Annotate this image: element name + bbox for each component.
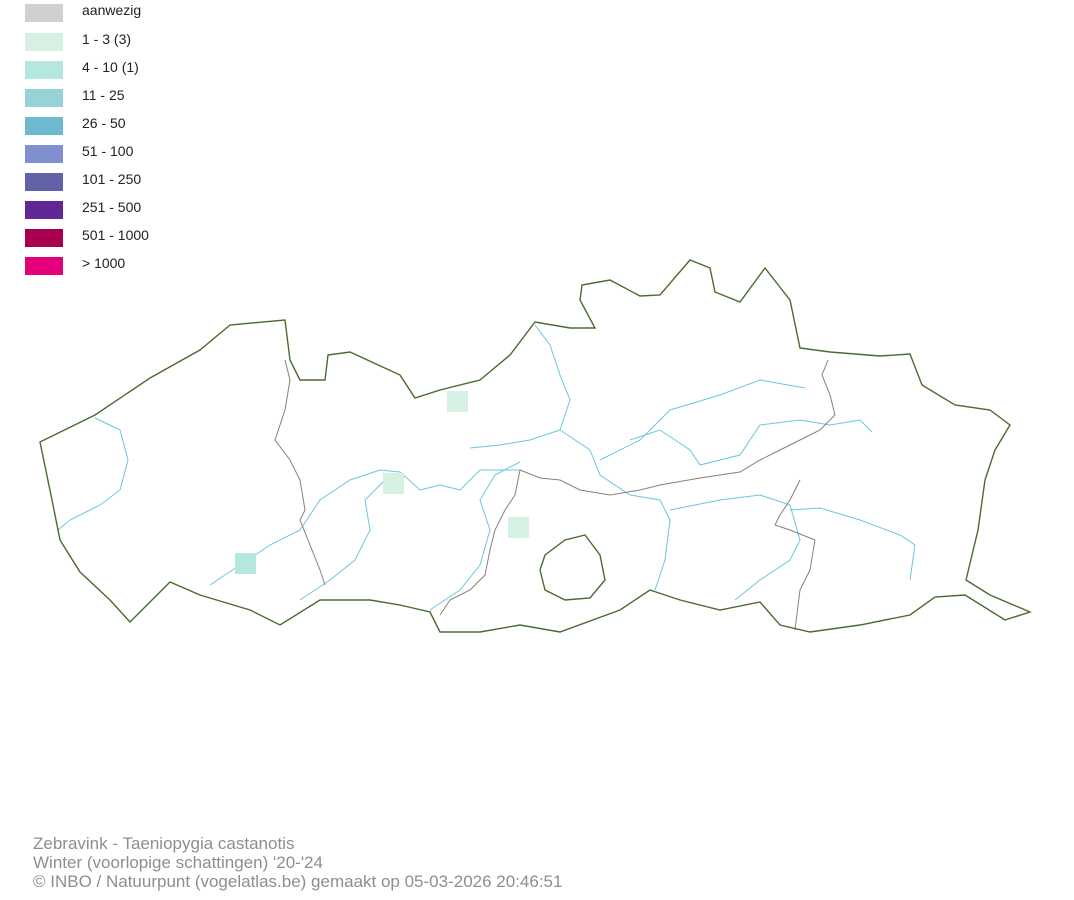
river bbox=[559, 429, 671, 591]
legend-label: 11 - 25 bbox=[82, 87, 125, 103]
flanders-border bbox=[39, 259, 1033, 633]
legend-swatch bbox=[25, 61, 63, 79]
legend-item: 1 - 3 (3) bbox=[25, 29, 225, 51]
observed-cell bbox=[447, 391, 468, 412]
river bbox=[789, 507, 916, 581]
legend-swatch bbox=[25, 173, 63, 191]
legend-swatch bbox=[25, 117, 63, 135]
season-subtitle: Winter (voorlopige schattingen) '20-'24 bbox=[33, 853, 323, 872]
observed-cell bbox=[235, 553, 256, 574]
river bbox=[669, 494, 801, 601]
legend-label: 26 - 50 bbox=[82, 115, 126, 131]
legend-swatch bbox=[25, 201, 63, 219]
observed-cells bbox=[235, 391, 529, 574]
river bbox=[209, 469, 520, 586]
legend-swatch bbox=[25, 257, 63, 275]
legend-label: 4 - 10 (1) bbox=[82, 59, 139, 75]
legend-item: 26 - 50 bbox=[25, 113, 225, 135]
legend-swatch bbox=[25, 89, 63, 107]
legend-item: 4 - 10 (1) bbox=[25, 57, 225, 79]
river bbox=[299, 479, 386, 601]
rivers bbox=[57, 324, 916, 611]
legend-label: > 1000 bbox=[82, 255, 126, 271]
province-border bbox=[774, 479, 816, 631]
legend-item: aanwezig bbox=[25, 0, 225, 22]
legend-item: > 1000 bbox=[25, 253, 225, 275]
legend-item: 51 - 100 bbox=[25, 141, 225, 163]
legend-label: 251 - 500 bbox=[82, 199, 142, 215]
legend-swatch bbox=[25, 33, 63, 51]
legend-item: 101 - 250 bbox=[25, 169, 225, 191]
river bbox=[599, 379, 806, 461]
legend-swatch bbox=[25, 229, 63, 247]
province-border bbox=[274, 359, 326, 586]
legend-item: 11 - 25 bbox=[25, 85, 225, 107]
legend-item: 501 - 1000 bbox=[25, 225, 225, 247]
legend-swatch bbox=[25, 4, 63, 22]
legend-label: 101 - 250 bbox=[82, 171, 142, 187]
legend-label: 501 - 1000 bbox=[82, 227, 149, 243]
river bbox=[629, 419, 873, 466]
river bbox=[469, 324, 571, 449]
legend-label: aanwezig bbox=[82, 2, 142, 18]
observed-cell bbox=[508, 517, 529, 538]
legend-swatch bbox=[25, 145, 63, 163]
river bbox=[429, 461, 521, 611]
footer: Zebravink - Taeniopygia castanotis Winte… bbox=[33, 834, 562, 891]
legend-item: 251 - 500 bbox=[25, 197, 225, 219]
province-border bbox=[439, 469, 521, 616]
legend-label: 1 - 3 (3) bbox=[82, 31, 132, 47]
observed-cell bbox=[383, 473, 404, 494]
brussels-border bbox=[539, 534, 606, 601]
credit-line: © INBO / Natuurpunt (vogelatlas.be) gema… bbox=[33, 872, 563, 891]
legend-label: 51 - 100 bbox=[82, 143, 134, 159]
species-title: Zebravink - Taeniopygia castanotis bbox=[33, 834, 295, 853]
province-border bbox=[519, 359, 836, 496]
province-borders bbox=[274, 359, 836, 631]
river bbox=[57, 417, 129, 531]
